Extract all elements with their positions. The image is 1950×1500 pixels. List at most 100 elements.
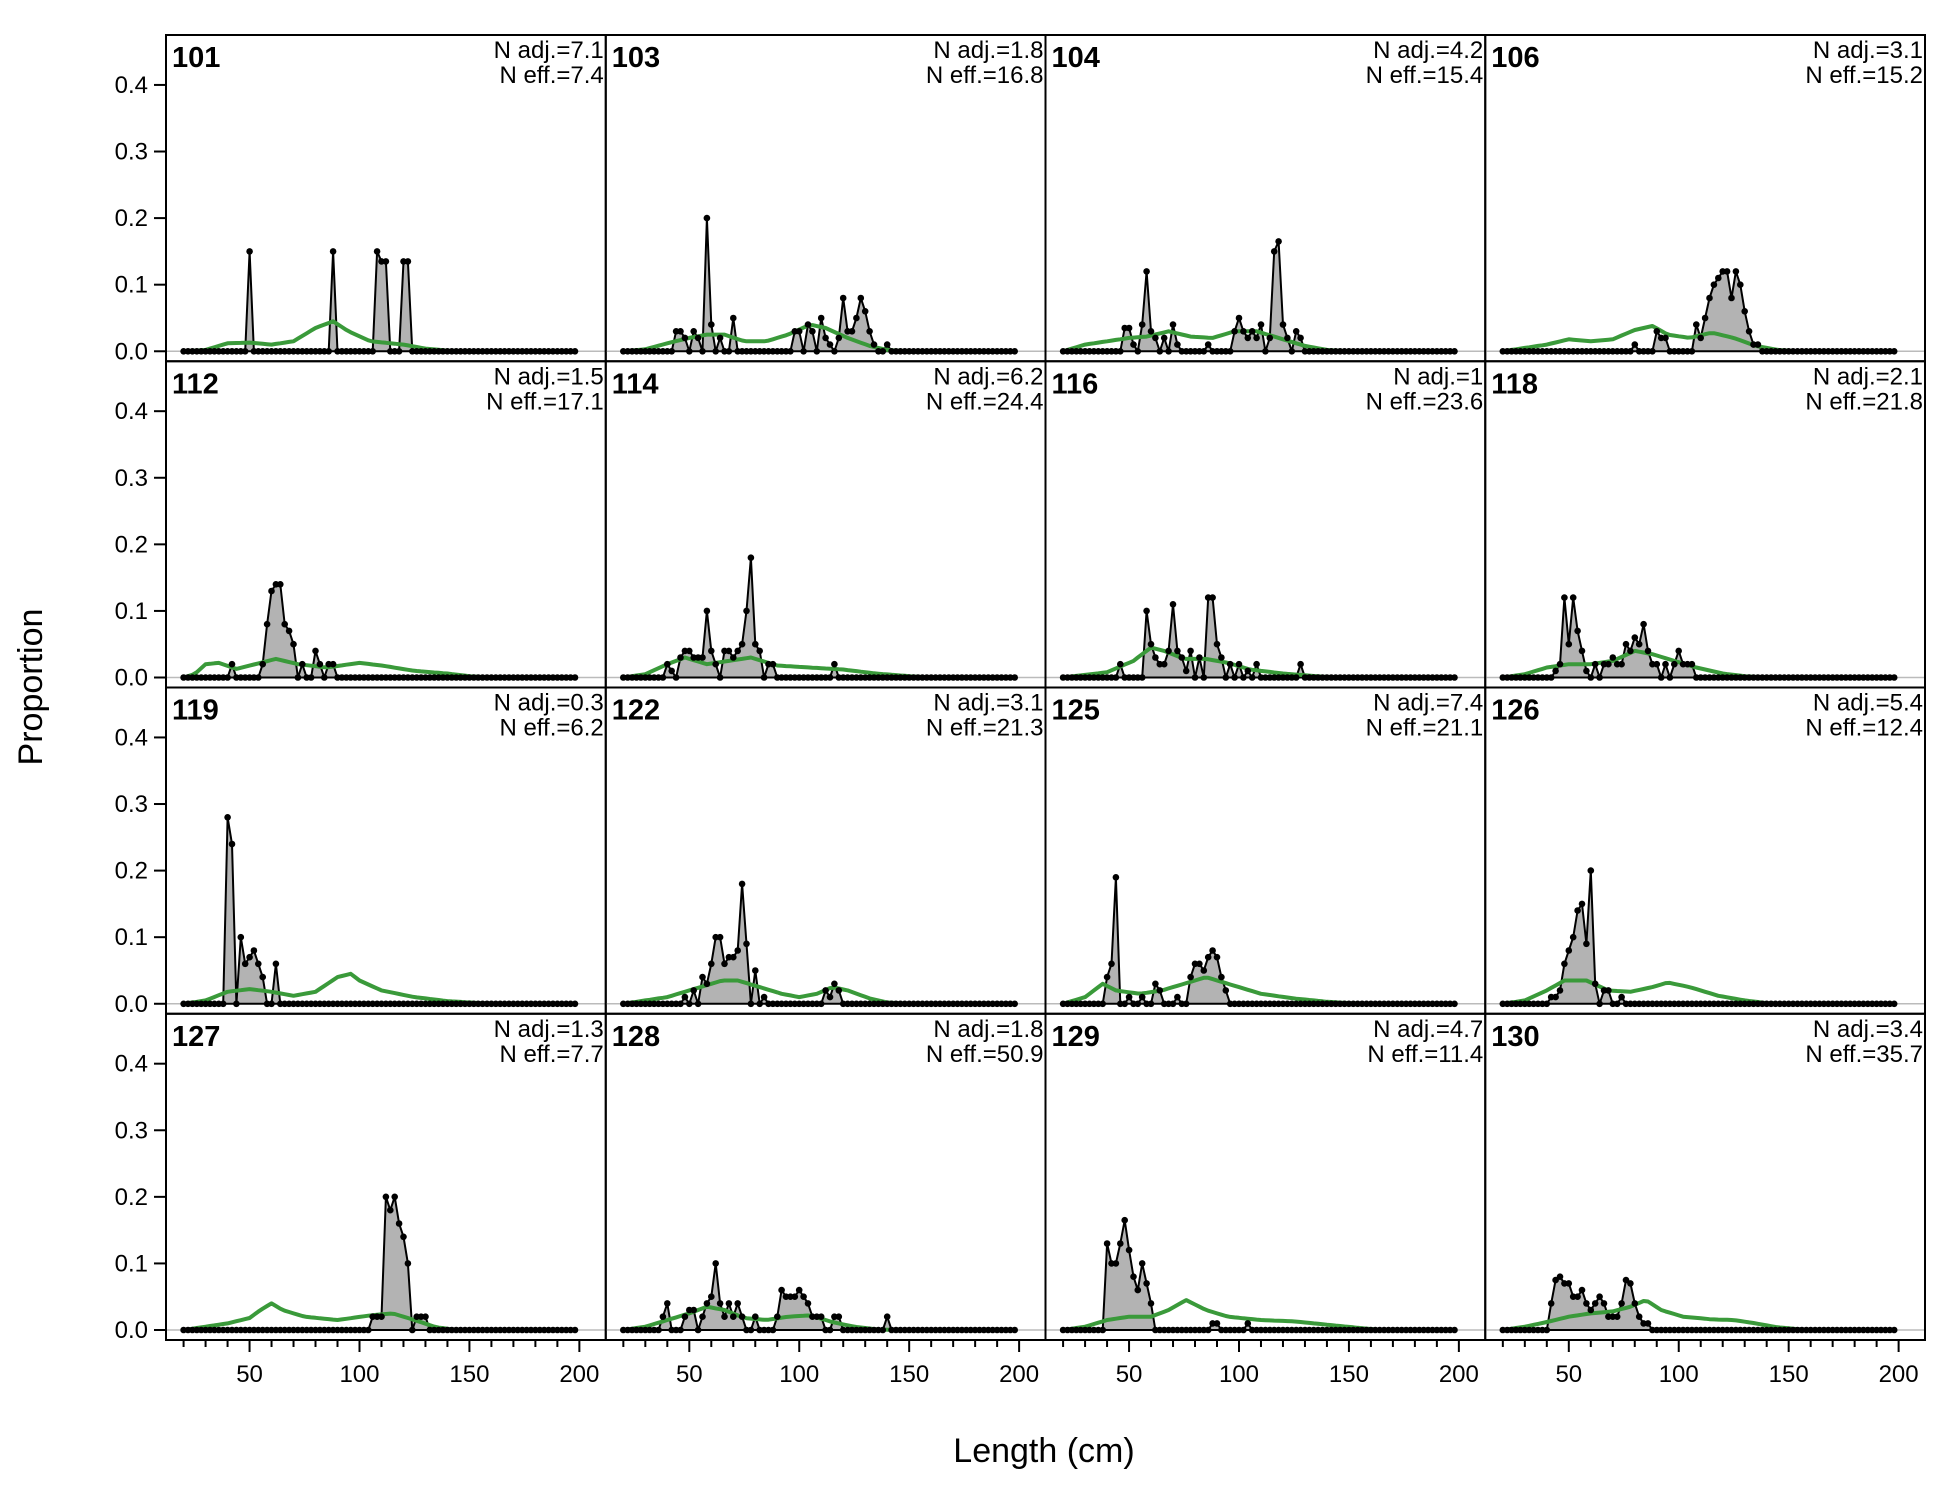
observed-point [325, 348, 333, 355]
observed-point [1565, 947, 1573, 954]
observed-point [1578, 647, 1586, 655]
observed-point [369, 348, 377, 355]
x-tick-label: 100 [339, 1361, 379, 1388]
observed-point [1174, 647, 1181, 655]
observed-point [694, 334, 702, 342]
observed-point [1688, 660, 1696, 668]
observed-point [1143, 268, 1150, 275]
observed-point [1125, 1246, 1133, 1254]
observed-point [1297, 660, 1304, 668]
observed-point [1688, 348, 1696, 355]
observed-point [664, 660, 671, 668]
observed-point [681, 334, 689, 342]
y-tick-label: 0.3 [115, 1117, 148, 1144]
observed-point [1134, 1000, 1142, 1008]
observed-point [712, 660, 719, 668]
observed-point [285, 627, 293, 635]
observed-point [1288, 348, 1296, 355]
observed-point [703, 214, 711, 222]
y-tick-label: 0.4 [115, 398, 148, 425]
observed-point [1125, 993, 1133, 1001]
x-tick-label: 200 [559, 1361, 599, 1388]
observed-point [1552, 667, 1559, 675]
observed-point [1723, 268, 1731, 275]
n-adj-label: N adj.=1 [1393, 363, 1483, 390]
observed-point [1147, 328, 1155, 335]
observed-point [1270, 248, 1278, 255]
panel-border [1484, 1012, 1926, 1341]
observed-point [870, 341, 878, 348]
observed-point [686, 348, 693, 355]
observed-point [1218, 973, 1225, 981]
observed-point [1125, 324, 1133, 332]
observed-point [752, 1313, 759, 1320]
observed-point [1103, 1240, 1111, 1247]
observed-point [817, 314, 825, 322]
observed-point [307, 674, 315, 681]
observed-point [387, 1206, 394, 1214]
observed-point [1622, 640, 1630, 648]
observed-point [822, 334, 829, 342]
observed-point [1240, 674, 1247, 681]
panel-id-label: 103 [612, 42, 660, 74]
panel-128: 128 N adj.=1.8N eff.=50.9 [604, 1012, 1047, 1341]
observed-point [1591, 980, 1599, 988]
observed-point [1121, 1216, 1128, 1224]
observed-point [730, 953, 737, 961]
observed-point [716, 674, 724, 681]
observed-point [254, 960, 262, 968]
observed-point [1653, 660, 1661, 668]
observed-point [1156, 987, 1164, 994]
observed-point [1244, 1320, 1252, 1327]
observed-point [677, 654, 684, 661]
observed-point [708, 321, 715, 328]
observed-point [1631, 1300, 1639, 1307]
observed-point [1605, 987, 1612, 994]
panel-id-label: 101 [172, 42, 220, 74]
observed-point [690, 328, 697, 335]
observed-point [1561, 960, 1568, 968]
observed-point [1187, 647, 1194, 655]
observed-point [1706, 294, 1713, 302]
panel-127: 127 N adj.=1.3N eff.=7.7 [165, 1012, 607, 1341]
observed-point [1011, 1326, 1018, 1334]
observed-point [703, 980, 711, 988]
observed-point [1451, 1326, 1458, 1334]
observed-point [1209, 594, 1216, 601]
axes: 0.0 0.1 0.2 0.3 0.4 0.0 0.1 0.2 0.3 0.4 0.0 0.1 0.2 0… [115, 72, 1919, 1388]
observed-point [699, 654, 706, 661]
y-tick-label: 0.0 [115, 665, 148, 692]
observed-point [1671, 660, 1678, 668]
observed-point [1200, 674, 1208, 681]
observed-point [1609, 654, 1617, 661]
observed-point [756, 1000, 763, 1008]
observed-point [1745, 328, 1753, 335]
expected-line [1062, 975, 1455, 1006]
n-adj-label: N adj.=0.3 [494, 690, 604, 717]
panel-id-label: 125 [1052, 695, 1100, 727]
observed-point [1565, 640, 1573, 648]
observed-point [677, 1326, 684, 1334]
observed-point [1138, 993, 1146, 1001]
observed-point [817, 1000, 825, 1008]
x-tick-label: 150 [1769, 1361, 1809, 1388]
y-tick-label: 0.4 [115, 1051, 148, 1078]
observed-point [826, 341, 834, 348]
observed-point [716, 933, 724, 941]
observed-point [1754, 341, 1762, 348]
observed-point [224, 674, 231, 681]
n-eff-label: N eff.=21.8 [1805, 388, 1923, 415]
observed-point [228, 660, 236, 668]
panel-104: 104 N adj.=4.2N eff.=15.4 [1044, 34, 1487, 363]
x-tick-label: 200 [1439, 1361, 1479, 1388]
observed-point [1169, 321, 1177, 328]
observed-point [1710, 281, 1718, 289]
observed-point [1574, 1293, 1581, 1300]
n-eff-label: N eff.=12.4 [1805, 715, 1923, 742]
observed-point [703, 1300, 711, 1307]
observed-point [708, 1293, 715, 1300]
panel-130: 130 N adj.=3.4N eff.=35.7 [1484, 1012, 1926, 1341]
observed-point [1596, 1000, 1603, 1008]
